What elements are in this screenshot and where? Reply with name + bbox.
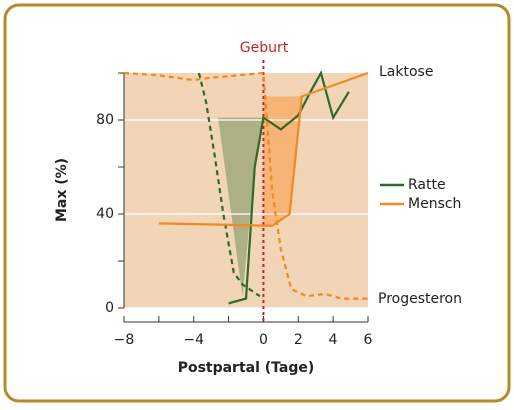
birth-label: Geburt xyxy=(240,40,289,56)
dashed-line xyxy=(197,72,261,298)
y-tick-label: 80 xyxy=(96,112,114,128)
line xyxy=(158,71,369,227)
plot-area xyxy=(124,73,368,308)
progesterone-label: Progesteron xyxy=(378,291,462,307)
x-tick-label: 4 xyxy=(329,332,338,348)
legend-label: Ratte xyxy=(408,177,446,193)
x-tick-label: 6 xyxy=(364,332,373,348)
x-tick-label: 2 xyxy=(294,332,303,348)
x-tick-label: −8 xyxy=(114,332,135,348)
lactose-label: Laktose xyxy=(379,64,433,80)
x-tick-label: 0 xyxy=(259,332,268,348)
x-axis-title: Postpartal (Tage) xyxy=(178,360,315,376)
line xyxy=(228,70,350,305)
y-tick-label: 40 xyxy=(96,206,114,222)
y-tick-label: 0 xyxy=(105,300,114,316)
x-tick-label: −4 xyxy=(183,332,204,348)
legend-label: Mensch xyxy=(408,196,461,212)
y-axis-title: Max (%) xyxy=(54,158,70,222)
rat-shade xyxy=(218,117,264,297)
